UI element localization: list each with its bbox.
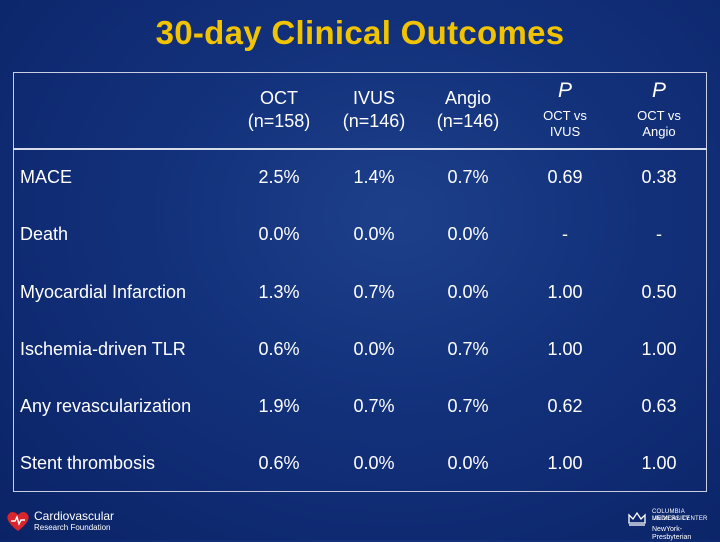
cell-ivus: 0.0% (353, 224, 395, 244)
nyp-logo-text: NewYork-Presbyterian (652, 526, 692, 541)
cell-ivus: 0.0% (353, 339, 395, 359)
cell-oct: 1.9% (258, 396, 300, 416)
cell-ivus: 0.7% (353, 396, 395, 416)
table-row-any-revascularization: Any revascularization 1.9% 0.7% 0.7% 0.6… (0, 387, 720, 427)
column-header-ivus-name: IVUS (352, 88, 395, 108)
table-row-mace: MACE 2.5% 1.4% 0.7% 0.69 0.38 (0, 158, 720, 198)
column-header-ivus: IVUS (n=146) (329, 87, 419, 133)
columbia-logo-line2: MEDICAL CENTER (652, 516, 708, 522)
cell-p-oct-vs-ivus: 0.62 (547, 396, 583, 416)
table-row-stent-thrombosis: Stent thrombosis 0.6% 0.0% 0.0% 1.00 1.0… (0, 444, 720, 484)
column-header-angio-n: (n=146) (436, 111, 500, 131)
cell-ivus: 1.4% (353, 167, 395, 187)
column-header-p-oct-vs-ivus: P OCT vs IVUS (523, 79, 607, 140)
column-header-ivus-n: (n=146) (342, 111, 406, 131)
cell-p-oct-vs-ivus: 1.00 (547, 453, 583, 473)
cell-p-oct-vs-ivus: - (562, 224, 568, 244)
cell-p-oct-vs-ivus: 0.69 (547, 167, 583, 187)
comparison-line2: Angio (642, 124, 676, 139)
cell-p-oct-vs-ivus: 1.00 (547, 282, 583, 302)
cell-oct: 0.6% (258, 339, 300, 359)
crf-logo: Cardiovascular Research Foundation (6, 508, 136, 534)
outcomes-table-frame (13, 72, 707, 492)
cell-oct: 1.3% (258, 282, 300, 302)
row-label: Ischemia-driven TLR (20, 339, 186, 359)
cell-p-oct-vs-angio: 1.00 (641, 339, 677, 359)
table-row-death: Death 0.0% 0.0% 0.0% - - (0, 215, 720, 255)
row-label: Death (20, 224, 69, 244)
cell-p-oct-vs-angio: 1.00 (641, 453, 677, 473)
cell-angio: 0.0% (447, 453, 489, 473)
row-label: MACE (20, 167, 73, 187)
comparison-line1: OCT vs (637, 108, 681, 123)
column-header-oct-name: OCT (260, 88, 298, 108)
table-row-myocardial-infarction: Myocardial Infarction 1.3% 0.7% 0.0% 1.0… (0, 273, 720, 313)
comparison-line2: IVUS (549, 124, 581, 139)
column-header-oct: OCT (n=158) (234, 87, 324, 133)
crf-logo-line2: Research Foundation (34, 523, 111, 532)
cell-p-oct-vs-angio: - (656, 224, 662, 244)
p-value-symbol: P (651, 79, 666, 102)
column-header-oct-n: (n=158) (247, 111, 311, 131)
p-value-symbol: P (557, 79, 572, 102)
cell-oct: 0.0% (258, 224, 300, 244)
crown-icon (628, 511, 646, 526)
columbia-logo-line1: COLUMBIA UNIVERSITY (652, 509, 691, 522)
cell-ivus: 0.0% (353, 453, 395, 473)
cell-p-oct-vs-angio: 0.38 (641, 167, 677, 187)
cell-angio: 0.7% (447, 396, 489, 416)
cell-angio: 0.0% (447, 282, 489, 302)
column-header-angio-name: Angio (444, 88, 492, 108)
cell-p-oct-vs-ivus: 1.00 (547, 339, 583, 359)
cell-angio: 0.7% (447, 339, 489, 359)
cell-ivus: 0.7% (353, 282, 395, 302)
columbia-nyp-logo: COLUMBIA UNIVERSITY MEDICAL CENTER NewYo… (624, 506, 716, 541)
header-separator (13, 148, 707, 150)
heart-icon (7, 512, 29, 531)
row-label: Stent thrombosis (20, 453, 156, 473)
row-label: Myocardial Infarction (20, 282, 187, 302)
table-row-ischemia-driven-tlr: Ischemia-driven TLR 0.6% 0.0% 0.7% 1.00 … (0, 330, 720, 370)
cell-angio: 0.0% (447, 224, 489, 244)
column-header-angio: Angio (n=146) (423, 87, 513, 133)
cell-p-oct-vs-angio: 0.63 (641, 396, 677, 416)
crf-logo-line1: Cardiovascular (34, 509, 115, 523)
cell-oct: 0.6% (258, 453, 300, 473)
cell-oct: 2.5% (258, 167, 300, 187)
cell-angio: 0.7% (447, 167, 489, 187)
column-header-p-oct-vs-angio: P OCT vs Angio (617, 79, 701, 140)
cell-p-oct-vs-angio: 0.50 (641, 282, 677, 302)
comparison-line1: OCT vs (543, 108, 587, 123)
slide-title: 30-day Clinical Outcomes (155, 14, 565, 51)
row-label: Any revascularization (20, 396, 192, 416)
